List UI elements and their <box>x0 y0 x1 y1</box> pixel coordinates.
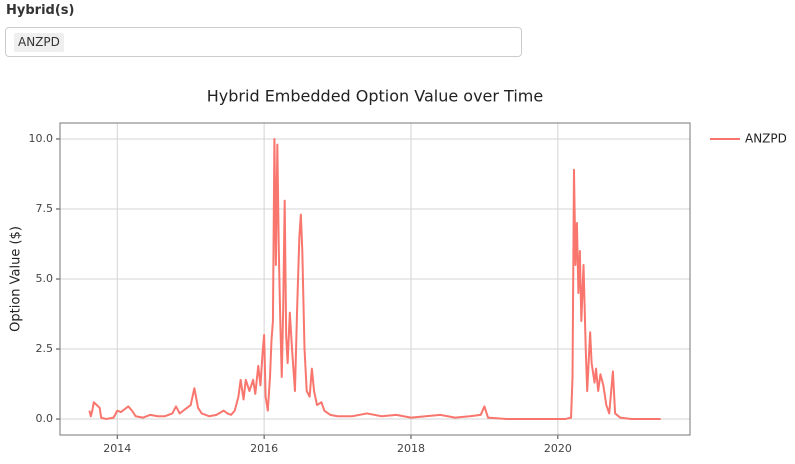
selected-tag[interactable]: ANZPD <box>14 33 64 52</box>
y-tick-label: 10.0 <box>29 132 54 145</box>
chart-title: Hybrid Embedded Option Value over Time <box>207 87 543 106</box>
x-tick-label: 2020 <box>544 442 572 455</box>
x-tick-label: 2018 <box>397 442 425 455</box>
input-label: Hybrid(s) <box>6 3 75 18</box>
y-tick-label: 5.0 <box>36 272 54 285</box>
data-line <box>88 137 661 421</box>
plot-border <box>59 122 691 436</box>
x-tick-label: 2014 <box>103 442 131 455</box>
y-tick-label: 7.5 <box>36 202 54 215</box>
select-input[interactable]: ANZPD <box>5 27 522 57</box>
y-axis-label: Option Value ($) <box>9 226 24 332</box>
y-tick-label: 0.0 <box>36 412 54 425</box>
legend-label: ANZPD <box>745 132 787 146</box>
x-tick-label: 2016 <box>250 442 278 455</box>
y-tick-label: 2.5 <box>36 342 54 355</box>
